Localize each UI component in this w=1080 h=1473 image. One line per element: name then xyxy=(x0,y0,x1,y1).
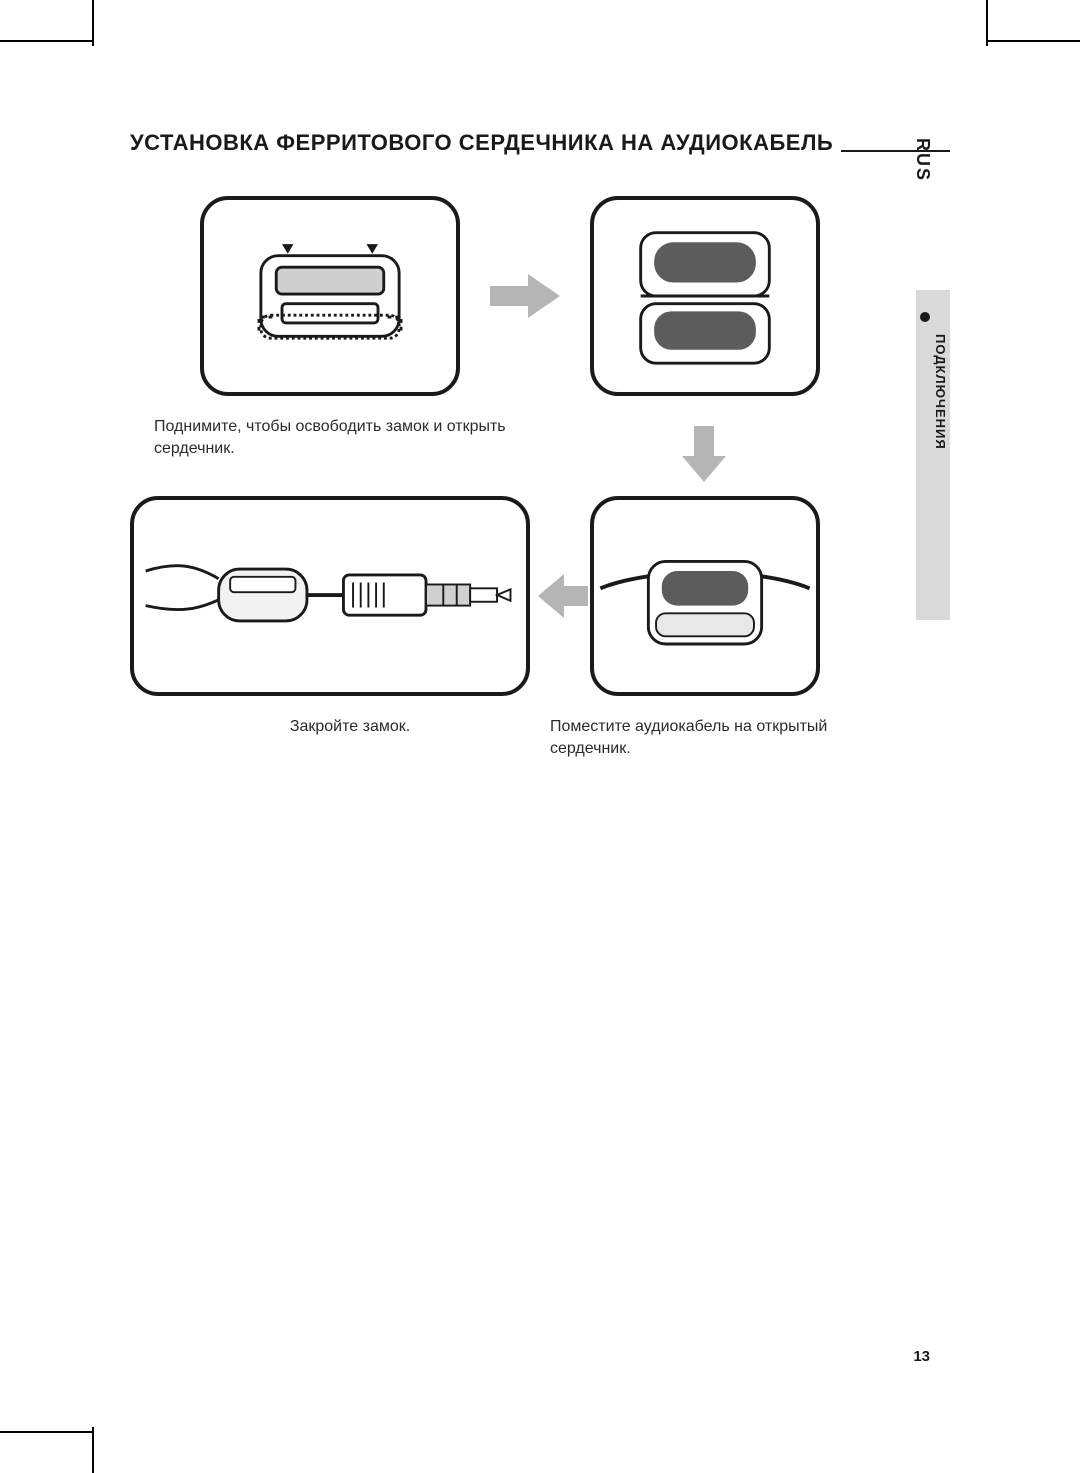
figure-panel-step1 xyxy=(200,196,460,396)
manual-page: RUS ПОДКЛЮЧЕНИЯ УСТАНОВКА ФЕРРИТОВОГО СЕ… xyxy=(0,0,1080,1473)
caption-step1: Поднимите, чтобы освободить замок и откр… xyxy=(154,416,514,459)
page-title: УСТАНОВКА ФЕРРИТОВОГО СЕРДЕЧНИКА НА АУДИ… xyxy=(130,130,833,156)
ferrite-closed-icon xyxy=(204,200,456,392)
crop-mark xyxy=(0,1431,92,1433)
page-number: 13 xyxy=(913,1348,930,1365)
title-rule xyxy=(841,150,950,152)
figure-grid: Поднимите, чтобы освободить замок и откр… xyxy=(130,196,950,756)
crop-mark xyxy=(988,40,1080,42)
figure-panel-step4 xyxy=(130,496,530,696)
flow-arrow-right-icon xyxy=(490,274,560,318)
crop-mark xyxy=(92,0,94,46)
crop-mark xyxy=(92,1427,94,1473)
flow-arrow-down-icon xyxy=(682,426,726,482)
page-title-row: УСТАНОВКА ФЕРРИТОВОГО СЕРДЕЧНИКА НА АУДИ… xyxy=(130,130,950,156)
flow-arrow-left-icon xyxy=(538,574,588,618)
ferrite-open-icon xyxy=(594,200,816,392)
caption-step3: Поместите аудиокабель на открытый сердеч… xyxy=(550,716,860,759)
crop-mark xyxy=(0,40,92,42)
ferrite-with-cable-icon xyxy=(594,500,816,692)
cable-closed-ferrite-icon xyxy=(134,500,526,692)
figure-panel-step3 xyxy=(590,496,820,696)
figure-panel-step2 xyxy=(590,196,820,396)
caption-step4: Закройте замок. xyxy=(240,716,460,738)
content-area: УСТАНОВКА ФЕРРИТОВОГО СЕРДЕЧНИКА НА АУДИ… xyxy=(130,130,950,1373)
